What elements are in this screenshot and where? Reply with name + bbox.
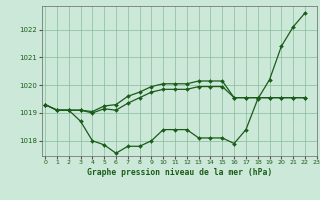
X-axis label: Graphe pression niveau de la mer (hPa): Graphe pression niveau de la mer (hPa) (87, 168, 272, 177)
